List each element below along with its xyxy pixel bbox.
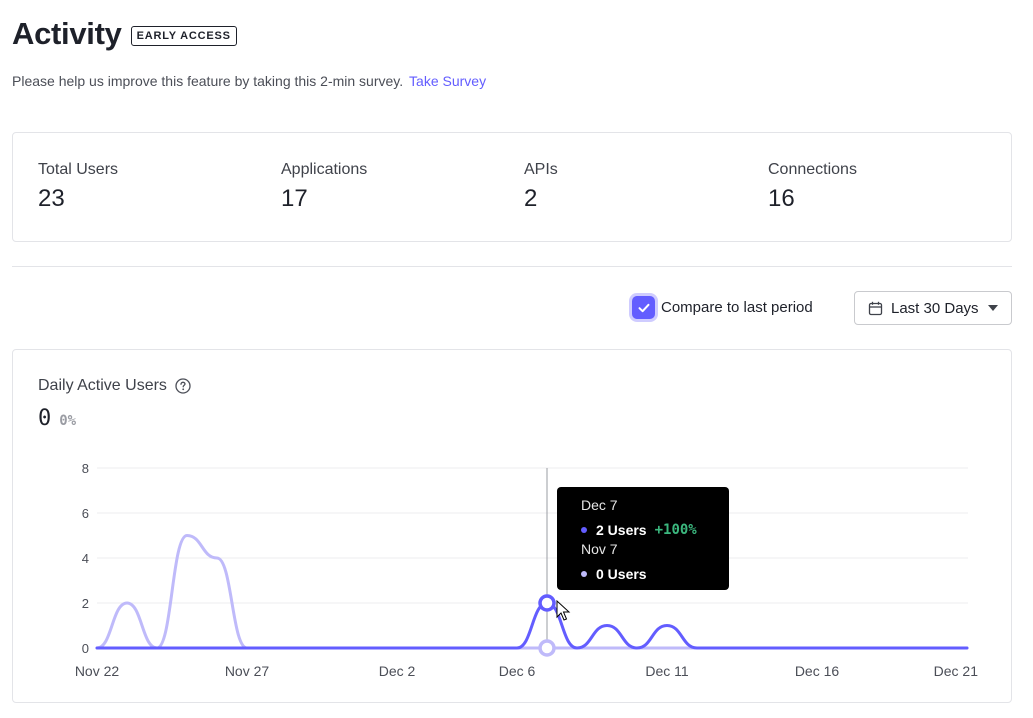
tooltip-previous-row: 0 Users — [581, 563, 729, 585]
compare-checkbox[interactable] — [632, 296, 655, 319]
help-icon[interactable] — [175, 378, 191, 394]
tooltip-current-row: 2 Users +100% — [581, 519, 729, 541]
stat-applications: Applications 17 — [281, 161, 367, 213]
tooltip-current-date: Dec 7 — [581, 497, 618, 513]
tooltip-previous-value: 0 Users — [596, 566, 647, 582]
chart-tooltip: Dec 7 2 Users +100% Nov 7 0 Users — [557, 487, 729, 590]
stat-value: 23 — [38, 185, 65, 212]
check-icon — [638, 303, 649, 312]
stat-apis: APIs 2 — [524, 161, 558, 213]
chart-title-row: Daily Active Users — [38, 377, 191, 395]
early-access-badge: EARLY ACCESS — [130, 26, 237, 46]
tooltip-current-value: 2 Users — [596, 522, 647, 538]
stat-connections: Connections 16 — [768, 161, 857, 213]
date-range-dropdown[interactable]: Last 30 Days — [854, 291, 1012, 325]
current-series-dot — [581, 527, 587, 533]
tooltip-previous-date: Nov 7 — [581, 541, 618, 557]
tooltip-current-delta: +100% — [654, 522, 697, 538]
page-header: Activity EARLY ACCESS — [12, 16, 237, 52]
stats-card: Total Users 23 Applications 17 APIs 2 Co… — [12, 132, 1012, 242]
stat-value: 17 — [281, 185, 308, 212]
survey-prompt: Please help us improve this feature by t… — [12, 73, 486, 89]
calendar-icon — [868, 301, 883, 315]
stat-label: APIs — [524, 161, 558, 178]
compare-toggle[interactable]: Compare to last period — [630, 296, 813, 319]
previous-series-dot — [581, 571, 587, 577]
page-title: Activity — [12, 16, 122, 51]
compare-label: Compare to last period — [661, 299, 813, 316]
chart-title: Daily Active Users — [38, 377, 167, 394]
stat-value: 16 — [768, 185, 795, 212]
daily-active-users-card: Daily Active Users 0 0% — [12, 349, 1012, 703]
chart-metric: 0 0% — [38, 406, 76, 431]
metric-delta: 0% — [59, 413, 77, 429]
stat-value: 2 — [524, 185, 538, 212]
section-divider — [12, 266, 1012, 267]
take-survey-link[interactable]: Take Survey — [409, 73, 487, 89]
stat-label: Applications — [281, 161, 368, 178]
stat-label: Total Users — [38, 161, 119, 178]
date-range-label: Last 30 Days — [891, 299, 979, 317]
metric-value: 0 — [38, 406, 52, 431]
stat-total-users: Total Users 23 — [38, 161, 118, 213]
stat-label: Connections — [768, 161, 857, 178]
survey-text: Please help us improve this feature by t… — [12, 73, 404, 89]
chevron-down-icon — [987, 305, 998, 311]
